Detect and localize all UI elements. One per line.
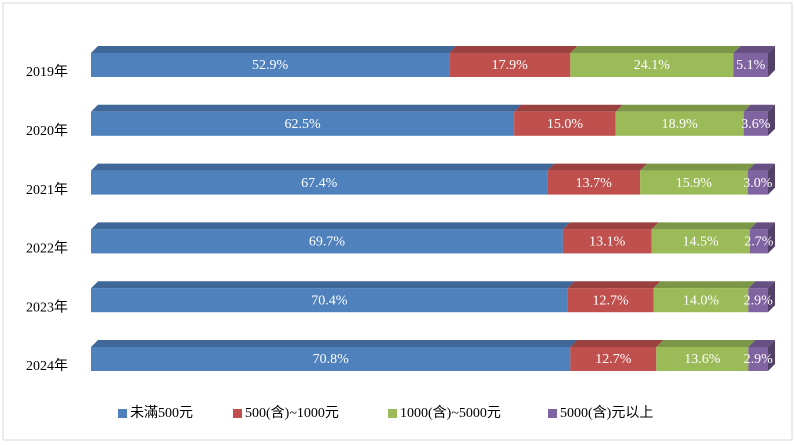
bar-top (733, 46, 775, 53)
legend-swatch (233, 409, 242, 418)
bar-side (768, 104, 775, 136)
y-tick-label: 2020年 (26, 123, 68, 139)
bar-top (570, 46, 741, 53)
bar-top (748, 340, 775, 347)
value-label: 13.6% (684, 352, 721, 367)
bar (562, 229, 652, 254)
bar-top (749, 222, 775, 230)
bar-top (748, 281, 775, 289)
value-label: 12.7% (595, 352, 632, 367)
y-tick-label: 2024年 (26, 358, 68, 374)
bar (91, 347, 571, 371)
legend-swatch (388, 409, 397, 418)
bar-top (91, 104, 522, 112)
value-label: 5.1% (736, 58, 766, 73)
bar (547, 170, 641, 195)
value-label: 2.7% (744, 235, 774, 250)
value-label: 18.9% (662, 117, 699, 132)
bar-top (743, 104, 775, 112)
bar-top (651, 222, 757, 230)
bar (567, 288, 654, 313)
value-label: 15.9% (676, 176, 713, 191)
legend-swatch (118, 409, 127, 418)
bar-top (615, 104, 751, 112)
bar (615, 111, 744, 136)
legend-label: 未滿500元 (130, 405, 193, 421)
value-label: 14.5% (683, 235, 720, 250)
bar-side (768, 46, 775, 77)
bar-top (91, 222, 570, 230)
bar (91, 53, 450, 77)
bar-top (747, 163, 775, 171)
value-label: 2.9% (744, 293, 774, 308)
y-tick-label: 2021年 (26, 182, 68, 198)
bar-top (567, 281, 661, 289)
value-label: 67.4% (301, 176, 338, 191)
bar-top (653, 281, 756, 289)
bar (656, 347, 749, 371)
value-label: 14.0% (683, 293, 720, 308)
value-label: 24.1% (634, 58, 671, 73)
bar-top (514, 104, 623, 112)
bar (91, 170, 548, 195)
bar (733, 53, 768, 77)
bar (743, 111, 768, 136)
bar (749, 229, 768, 254)
legend-swatch (548, 409, 557, 418)
bar (514, 111, 616, 136)
bar (570, 53, 734, 77)
bar-side (768, 281, 775, 313)
bar-top (449, 46, 578, 53)
value-label: 2.9% (744, 352, 774, 367)
bar (91, 288, 568, 313)
bar (651, 229, 750, 254)
value-label: 17.9% (492, 58, 529, 73)
value-label: 13.7% (576, 176, 613, 191)
bar-top (570, 340, 664, 347)
value-label: 3.6% (741, 117, 771, 132)
value-label: 12.7% (593, 293, 630, 308)
legend-label: 500(含)~1000元 (245, 405, 339, 421)
value-label: 3.0% (743, 176, 773, 191)
bar-top (91, 163, 555, 171)
bar (91, 111, 515, 136)
bar-side (768, 163, 775, 195)
value-label: 13.1% (589, 235, 626, 250)
bar-top (562, 222, 659, 230)
y-tick-label: 2023年 (26, 299, 68, 315)
bar-top (640, 163, 755, 171)
bar (91, 229, 563, 254)
value-label: 70.4% (311, 293, 348, 308)
bar-side (768, 222, 775, 254)
bar (640, 170, 748, 195)
bar-side (768, 340, 775, 371)
bar (747, 170, 768, 195)
value-label: 69.7% (309, 235, 346, 250)
legend-label: 1000(含)~5000元 (400, 405, 501, 421)
bar (449, 53, 571, 77)
bar-top (91, 340, 578, 347)
legend-label: 5000(含)元以上 (560, 405, 653, 421)
value-label: 70.8% (313, 352, 350, 367)
bar-top (91, 281, 575, 289)
bar (748, 288, 768, 313)
y-tick-label: 2019年 (26, 64, 68, 80)
value-label: 52.9% (252, 58, 289, 73)
bar-top (91, 46, 457, 53)
value-label: 62.5% (284, 117, 321, 132)
bar (748, 347, 768, 371)
value-label: 15.0% (547, 117, 584, 132)
bar-top (656, 340, 756, 347)
y-tick-label: 2022年 (26, 241, 68, 257)
bar (570, 347, 657, 371)
bar (653, 288, 749, 313)
bar-top (547, 163, 648, 171)
